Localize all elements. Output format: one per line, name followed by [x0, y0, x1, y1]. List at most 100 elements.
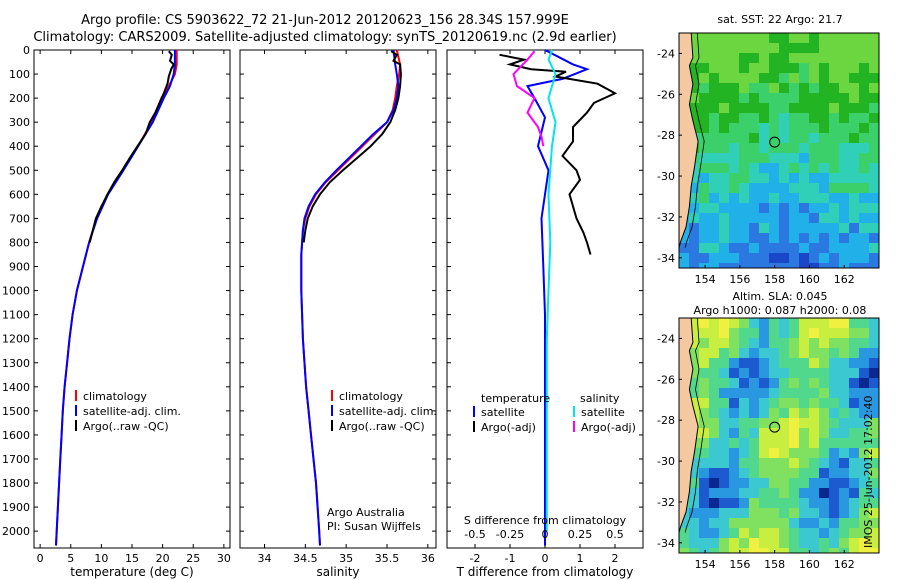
- map-cell: [859, 508, 869, 518]
- map-cell: [689, 183, 699, 193]
- map-cell: [809, 468, 819, 478]
- shelf-contour: [684, 32, 705, 248]
- map-cell: [729, 113, 739, 123]
- map-cell: [789, 173, 799, 183]
- map-cell: [799, 498, 809, 508]
- map-cell: [849, 508, 859, 518]
- map-cell: [709, 488, 719, 498]
- map-cell: [799, 143, 809, 153]
- map-cell: [779, 93, 789, 103]
- map-cell: [759, 83, 769, 93]
- map-cell: [759, 468, 769, 478]
- map-cell: [869, 328, 879, 338]
- map-cell: [769, 63, 779, 73]
- map-cell: [779, 163, 789, 173]
- map-cell: [699, 103, 709, 113]
- map-cell: [819, 548, 829, 553]
- map-cell: [839, 428, 849, 438]
- map-cell: [719, 388, 729, 398]
- map-cell: [789, 153, 799, 163]
- map-cell: [839, 338, 849, 348]
- map-cell: [799, 243, 809, 253]
- map-cell: [839, 508, 849, 518]
- map-cell: [699, 93, 709, 103]
- map-cell: [789, 43, 799, 53]
- map-frame: [678, 32, 880, 269]
- legend-entry: climatology: [339, 390, 403, 403]
- map-cell: [699, 418, 709, 428]
- map-cell: [759, 103, 769, 113]
- map-cell: [839, 173, 849, 183]
- map-cell: [779, 368, 789, 378]
- map-cell: [839, 318, 849, 328]
- legend-entry: climatology: [83, 390, 147, 403]
- map-cell: [709, 528, 719, 538]
- map-cell: [809, 358, 819, 368]
- map-cell: [809, 498, 819, 508]
- map-cell: [769, 488, 779, 498]
- map-cell: [769, 163, 779, 173]
- map-cell: [719, 173, 729, 183]
- map-cell: [759, 408, 769, 418]
- x-tick-label: -2: [470, 552, 481, 565]
- map-cell: [799, 518, 809, 528]
- map-cell: [779, 348, 789, 358]
- map-cell: [829, 408, 839, 418]
- map-cell: [719, 133, 729, 143]
- map-cell: [859, 538, 869, 548]
- map-cell: [739, 123, 749, 133]
- map-cell: [849, 33, 859, 43]
- map-cell: [829, 338, 839, 348]
- map-cell: [859, 73, 869, 83]
- map-cell: [829, 213, 839, 223]
- map-cell: [819, 43, 829, 53]
- map-cell: [729, 318, 739, 328]
- map-cell: [809, 538, 819, 548]
- map-y-tick-label: -26: [657, 373, 675, 386]
- map-cell: [859, 478, 869, 488]
- map-cell: [819, 143, 829, 153]
- map-cell: [819, 33, 829, 43]
- sla-map-title-1: Altim. SLA: 0.045: [732, 290, 828, 303]
- map-cell: [829, 183, 839, 193]
- map-cell: [849, 63, 859, 73]
- map-cell: [859, 143, 869, 153]
- map-cell: [829, 398, 839, 408]
- map-cell: [709, 338, 719, 348]
- map-cell: [689, 63, 699, 73]
- map-cell: [699, 378, 709, 388]
- map-y-tick-label: -34: [657, 252, 675, 265]
- map-cell: [829, 378, 839, 388]
- map-cell: [849, 253, 859, 263]
- map-cell: [759, 518, 769, 528]
- map-cell: [699, 498, 709, 508]
- map-cell: [769, 93, 779, 103]
- map-cell: [779, 183, 789, 193]
- map-cell: [809, 428, 819, 438]
- map-cell: [869, 83, 879, 93]
- top-tick-label: -0.5: [464, 528, 485, 541]
- map-cell: [849, 328, 859, 338]
- map-cell: [739, 478, 749, 488]
- map-cell: [839, 43, 849, 53]
- map-cell: [819, 53, 829, 63]
- map-cell: [699, 528, 709, 538]
- map-cell: [849, 408, 859, 418]
- map-cell: [699, 428, 709, 438]
- map-cell: [859, 183, 869, 193]
- map-cell: [759, 368, 769, 378]
- map-cell: [869, 73, 879, 83]
- map-x-tick-label: 154: [695, 273, 716, 286]
- map-cell: [679, 263, 689, 268]
- map-cell: [709, 183, 719, 193]
- map-cell: [739, 388, 749, 398]
- map-cell: [799, 418, 809, 428]
- map-cell: [829, 33, 839, 43]
- map-cell: [789, 113, 799, 123]
- map-cell: [769, 458, 779, 468]
- map-cell: [699, 143, 709, 153]
- y-tick-label: 1500: [2, 405, 30, 418]
- map-cell: [779, 223, 789, 233]
- map-cell: [699, 408, 709, 418]
- map-cell: [699, 398, 709, 408]
